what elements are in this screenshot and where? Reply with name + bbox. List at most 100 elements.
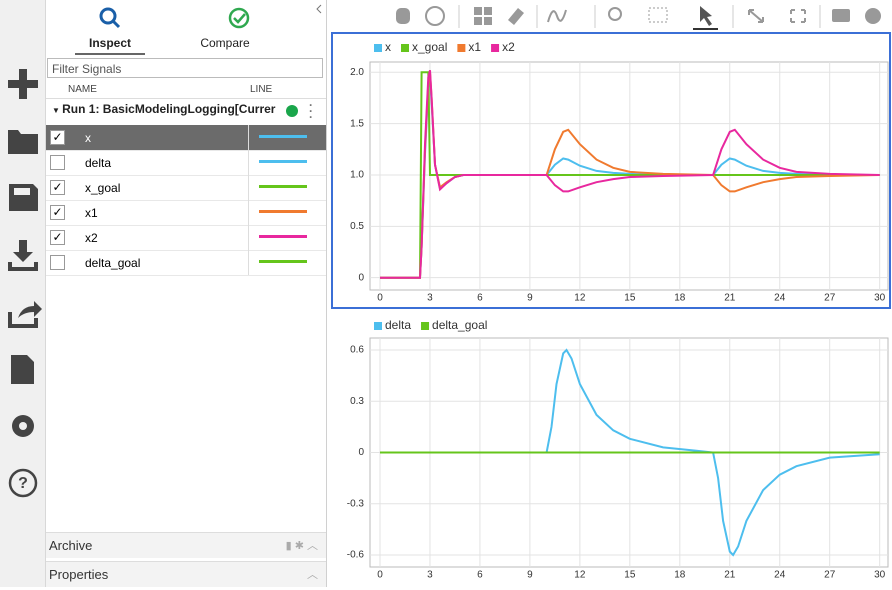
report-icon[interactable]: [11, 355, 34, 384]
zoom-icon[interactable]: [608, 7, 622, 21]
x-tick-label: 12: [574, 293, 586, 304]
signal-name: delta_goal: [85, 256, 141, 270]
signal-row[interactable]: ✓ x1: [46, 200, 326, 226]
signal-row[interactable]: ✓ x2: [46, 225, 326, 251]
tab[interactable]: Inspect: [88, 36, 131, 50]
import-icon[interactable]: [8, 240, 38, 271]
x-tick-label: 6: [477, 293, 483, 304]
legend-label: x2: [502, 40, 515, 54]
checkbox[interactable]: ✓: [50, 180, 65, 195]
signal-panel: Inspect Compare Filter Signals NAME LINE…: [46, 0, 327, 587]
column-header: NAME LINE: [46, 82, 326, 99]
expand-icon[interactable]: [748, 9, 764, 23]
y-tick-label: -0.3: [347, 498, 365, 509]
legend-swatch: [421, 322, 430, 330]
x-tick-label: 9: [527, 570, 533, 581]
series-line: [380, 348, 880, 557]
help-glyph: ?: [18, 475, 28, 492]
run-menu[interactable]: · · ·: [309, 98, 313, 124]
open-icon[interactable]: [8, 130, 38, 154]
signal-name: x: [85, 131, 91, 145]
plot-area: 00.51.01.52.00 3 6 9 12 15 18 21 24 27 30x x_goal x1…: [331, 5, 891, 581]
y-tick-label: 0.5: [350, 221, 364, 232]
signal-row[interactable]: ✓ x: [46, 125, 326, 151]
checkbox[interactable]: ✓: [50, 230, 65, 245]
side-rail: ?: [0, 0, 46, 587]
y-tick-label: 0: [358, 272, 364, 283]
run-name: Run 1: BasicModelingLogging[Currer: [62, 102, 276, 116]
cursor-icon[interactable]: [700, 6, 712, 26]
line-swatch: [259, 260, 307, 263]
column-label: LINE: [250, 84, 273, 95]
fullscreen-icon[interactable]: [790, 9, 806, 23]
layout-icon[interactable]: [474, 7, 482, 15]
tab-icons: [99, 4, 322, 29]
properties-label: Properties: [49, 567, 109, 582]
column-sep: [248, 200, 249, 225]
x-tick-label: 0: [377, 570, 383, 581]
signal-name: x1: [85, 206, 98, 220]
signal-icon[interactable]: [547, 9, 567, 23]
legend-label: delta_goal: [432, 318, 487, 332]
x-tick-label: 12: [574, 570, 586, 581]
x-tick-label: 6: [477, 570, 483, 581]
y-tick-label: 0.6: [350, 345, 364, 356]
settings-icon[interactable]: [865, 8, 881, 24]
signal-row[interactable]: delta: [46, 150, 326, 176]
filter-input[interactable]: Filter Signals: [47, 58, 323, 78]
archive-label: Archive: [49, 538, 93, 553]
x-tick-label: 18: [674, 570, 686, 581]
line-swatch: [259, 160, 307, 163]
clear-icon[interactable]: [508, 8, 524, 25]
run-label[interactable]: ▼ Run 1: BasicModelingLogging[Currer: [52, 102, 276, 116]
x-tick-label: 24: [774, 293, 786, 304]
y-tick-label: 1.0: [350, 170, 364, 181]
x-tick-label: 9: [527, 293, 533, 304]
tab[interactable]: Compare: [200, 36, 250, 50]
archive-bar[interactable]: Archive ▮ ✱ ︿: [46, 532, 326, 558]
play-icon[interactable]: [425, 6, 445, 26]
legend-swatch: [374, 322, 382, 330]
toolbar: [396, 5, 881, 30]
signal-row[interactable]: ✓ x_goal: [46, 175, 326, 201]
series-line: [380, 69, 880, 279]
pan-icon[interactable]: [396, 8, 410, 24]
legend-label: x_goal: [412, 40, 447, 54]
y-tick-label: 2.0: [350, 67, 364, 78]
y-tick-label: 0.3: [350, 396, 364, 407]
export-icon[interactable]: [8, 301, 42, 328]
x-tick-label: 18: [674, 293, 686, 304]
signal-name: x_goal: [85, 181, 121, 195]
x-tick-label: 27: [824, 570, 836, 581]
checkbox[interactable]: ✓: [50, 130, 65, 145]
column-sep: [248, 150, 249, 175]
legend-label: x1: [468, 40, 481, 54]
x-tick-label: 27: [824, 293, 836, 304]
legend-swatch: [374, 44, 382, 52]
rail-icons: ?: [8, 69, 42, 498]
line-swatch: [259, 135, 307, 138]
legend-swatch: [457, 44, 466, 52]
column-sep: [248, 250, 249, 275]
tab-underline: [75, 53, 145, 55]
properties-bar[interactable]: Properties ︿: [46, 561, 326, 587]
x-tick-label: 21: [724, 293, 736, 304]
fit-icon[interactable]: [648, 7, 668, 23]
legend-swatch: [491, 44, 500, 52]
signal-name: delta: [85, 156, 112, 170]
run-status: [286, 105, 298, 117]
legend-swatch: [401, 44, 409, 52]
x-tick-label: 3: [427, 293, 433, 304]
checkbox[interactable]: [50, 255, 65, 270]
line-swatch: [259, 235, 307, 238]
x-tick-label: 15: [624, 570, 636, 581]
help-icon[interactable]: [8, 468, 38, 498]
checkbox[interactable]: ✓: [50, 205, 65, 220]
selected-plot-border: [331, 32, 891, 309]
signal-row[interactable]: delta_goal: [46, 250, 326, 276]
snapshot-icon[interactable]: [832, 9, 850, 22]
column-sep: [248, 125, 249, 150]
checkbox[interactable]: [50, 155, 65, 170]
y-tick-label: 0: [358, 447, 364, 458]
